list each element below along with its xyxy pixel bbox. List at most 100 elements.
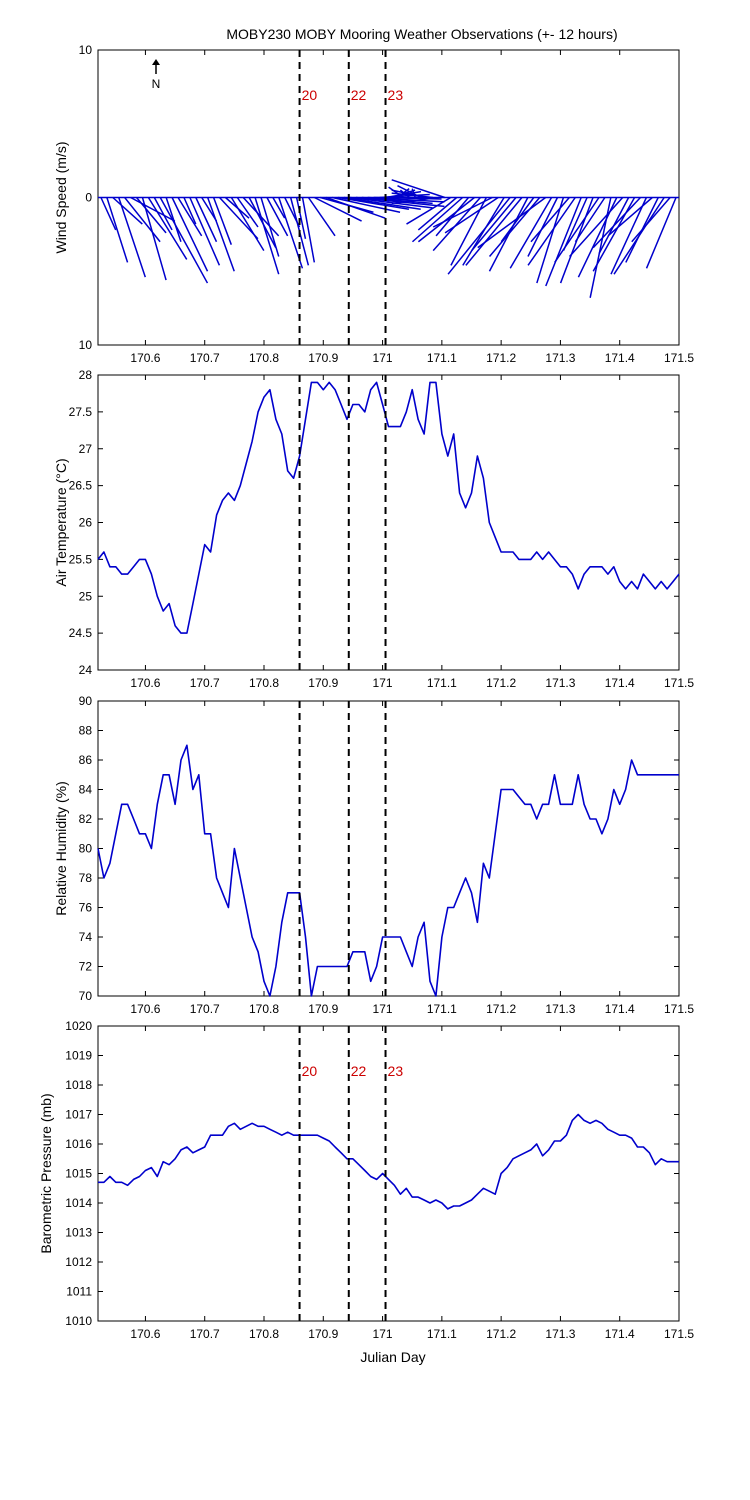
wind-vector bbox=[477, 196, 547, 249]
wind-vector bbox=[391, 192, 434, 199]
wind-vector bbox=[607, 196, 653, 237]
wind-vector bbox=[236, 197, 259, 228]
x-tick-label: 170.6 bbox=[130, 1002, 160, 1016]
wind-vector bbox=[112, 196, 143, 225]
y-tick-label: 86 bbox=[79, 753, 93, 767]
wind-vector bbox=[260, 197, 280, 257]
x-tick-label: 170.8 bbox=[249, 676, 279, 690]
y-tick-label: 0 bbox=[85, 191, 92, 205]
panel-1: 170.6 170.7 170.8 170.9 171 171.1 171.2 171.3 17… bbox=[53, 43, 694, 365]
north-label: N bbox=[152, 77, 161, 91]
north-arrowhead-icon bbox=[152, 59, 160, 65]
panel-3: 170.6 170.7 170.8 170.9 171 171.1 171.2 171.3 17… bbox=[53, 694, 694, 1016]
y-tick-label: 10 bbox=[79, 43, 93, 57]
wind-vector bbox=[301, 197, 316, 263]
wind-vector bbox=[613, 197, 665, 275]
x-tick-label: 170.6 bbox=[130, 351, 160, 365]
y-tick-label: 70 bbox=[79, 989, 93, 1003]
wind-vector bbox=[337, 196, 410, 211]
x-tick-label: 171 bbox=[373, 676, 393, 690]
y-tick-label: 1015 bbox=[65, 1167, 92, 1181]
x-tick-label: 171.5 bbox=[664, 351, 694, 365]
wind-vector bbox=[177, 197, 203, 237]
wind-vector bbox=[631, 197, 671, 243]
wind-vector bbox=[530, 197, 570, 243]
wind-vector bbox=[509, 197, 553, 269]
y-tick-label: 1014 bbox=[65, 1196, 92, 1210]
wind-vector bbox=[266, 197, 289, 237]
x-tick-label: 170.9 bbox=[308, 351, 338, 365]
y-tick-label: 28 bbox=[79, 368, 93, 382]
wind-vector bbox=[500, 197, 535, 243]
wind-vector bbox=[432, 197, 481, 252]
wind-vector bbox=[171, 197, 209, 272]
x-tick-label: 171.1 bbox=[427, 1002, 457, 1016]
wind-vector bbox=[165, 197, 182, 242]
wind-vector bbox=[212, 197, 233, 245]
wind-vector bbox=[147, 197, 188, 260]
x-tick-label: 170.9 bbox=[308, 676, 338, 690]
x-tick-label: 171.3 bbox=[545, 1327, 575, 1341]
x-tick-label: 171.2 bbox=[486, 1327, 516, 1341]
wind-vector bbox=[545, 197, 582, 287]
x-tick-label: 171.1 bbox=[427, 351, 457, 365]
y-tick-label: 27 bbox=[79, 442, 93, 456]
plot-frame bbox=[97, 1025, 680, 1322]
y-tick-label: 1020 bbox=[65, 1019, 92, 1033]
wind-vector bbox=[206, 197, 235, 272]
wind-vector bbox=[118, 197, 147, 278]
wind-vector bbox=[527, 197, 559, 257]
x-tick-label: 171.4 bbox=[605, 351, 635, 365]
y-tick-label: 80 bbox=[79, 842, 93, 856]
wind-vector bbox=[554, 197, 600, 263]
x-tick-label: 171.4 bbox=[605, 676, 635, 690]
panels: 170.6 170.7 170.8 170.9 171 171.1 171.2 171.3 17… bbox=[38, 43, 694, 1341]
y-tick-label: 26.5 bbox=[69, 479, 93, 493]
wind-vector bbox=[592, 196, 642, 249]
x-tick-label: 170.7 bbox=[190, 351, 220, 365]
wind-vector bbox=[569, 196, 624, 258]
wind-vector bbox=[130, 196, 176, 222]
wind-vector bbox=[326, 196, 386, 219]
wind-vector bbox=[254, 197, 280, 275]
y-axis-title: Barometric Pressure (mb) bbox=[38, 1093, 54, 1253]
y-axis-title: Air Temperature (°C) bbox=[53, 458, 69, 586]
x-tick-label: 170.9 bbox=[308, 1327, 338, 1341]
wind-vector bbox=[106, 197, 129, 263]
y-tick-label: 72 bbox=[79, 960, 93, 974]
wind-vector bbox=[272, 197, 286, 219]
wind-vector bbox=[183, 197, 197, 225]
x-tick-label: 171.5 bbox=[664, 676, 694, 690]
y-tick-label: 88 bbox=[79, 724, 93, 738]
y-tick-label: 1011 bbox=[66, 1285, 92, 1299]
wind-vector bbox=[332, 196, 401, 213]
wind-vector bbox=[307, 197, 336, 237]
wind-vector bbox=[141, 197, 167, 281]
y-tick-label: 90 bbox=[79, 694, 93, 708]
x-tick-label: 170.6 bbox=[130, 1327, 160, 1341]
x-tick-label: 171.2 bbox=[486, 351, 516, 365]
event-marker-label: 20 bbox=[302, 87, 318, 103]
x-tick-label: 170.8 bbox=[249, 351, 279, 365]
x-tick-label: 171.4 bbox=[605, 1002, 635, 1016]
y-tick-label: 24 bbox=[79, 663, 93, 677]
x-tick-label: 170.7 bbox=[190, 676, 220, 690]
x-tick-label: 171 bbox=[373, 1327, 393, 1341]
wind-vector bbox=[465, 197, 523, 266]
x-tick-label: 171.1 bbox=[427, 1327, 457, 1341]
x-tick-label: 170.8 bbox=[249, 1002, 279, 1016]
wind-vector bbox=[195, 197, 218, 243]
wind-vector bbox=[189, 197, 221, 266]
data-line bbox=[97, 381, 680, 634]
x-tick-label: 171.3 bbox=[545, 351, 575, 365]
x-tick-label: 171.4 bbox=[605, 1327, 635, 1341]
y-tick-label: 1018 bbox=[65, 1078, 92, 1092]
y-tick-label: 82 bbox=[79, 812, 93, 826]
wind-vector bbox=[574, 197, 606, 243]
wind-vector bbox=[391, 179, 446, 199]
x-tick-label: 171 bbox=[373, 1002, 393, 1016]
data-line bbox=[97, 744, 679, 997]
y-tick-label: 84 bbox=[79, 783, 93, 797]
y-tick-label: 10 bbox=[79, 338, 93, 352]
